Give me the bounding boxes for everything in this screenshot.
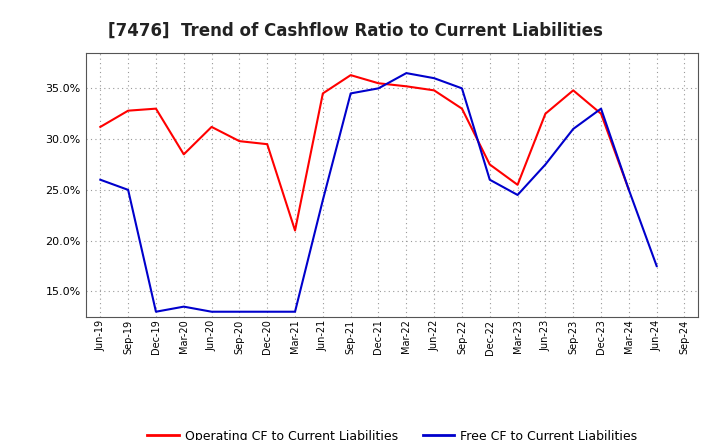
Legend: Operating CF to Current Liabilities, Free CF to Current Liabilities: Operating CF to Current Liabilities, Fre… [143, 425, 642, 440]
Text: [7476]  Trend of Cashflow Ratio to Current Liabilities: [7476] Trend of Cashflow Ratio to Curren… [108, 22, 603, 40]
